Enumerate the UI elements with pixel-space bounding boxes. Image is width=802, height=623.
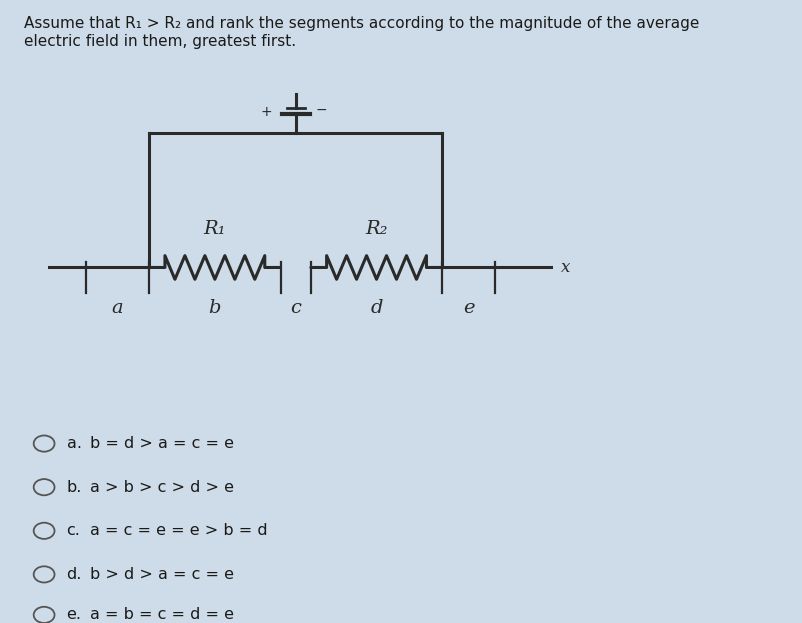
Text: c.: c. <box>67 523 80 538</box>
Text: b.: b. <box>67 480 82 495</box>
Text: a = c = e = e > b = d: a = c = e = e > b = d <box>90 523 267 538</box>
Text: Assume that R₁ > R₂ and rank the segments according to the magnitude of the aver: Assume that R₁ > R₂ and rank the segment… <box>24 16 699 31</box>
Text: e.: e. <box>67 607 82 622</box>
Text: b = d > a = c = e: b = d > a = c = e <box>90 436 234 451</box>
Text: b > d > a = c = e: b > d > a = c = e <box>90 567 234 582</box>
Text: d.: d. <box>67 567 82 582</box>
Text: a > b > c > d > e: a > b > c > d > e <box>90 480 234 495</box>
Text: R₁: R₁ <box>204 220 226 238</box>
Text: c: c <box>290 299 301 317</box>
Text: d: d <box>371 299 383 317</box>
Text: e: e <box>463 299 475 317</box>
Text: electric field in them, greatest first.: electric field in them, greatest first. <box>24 34 296 49</box>
Text: a.: a. <box>67 436 82 451</box>
Text: −: − <box>316 102 327 117</box>
Text: a = b = c = d = e: a = b = c = d = e <box>90 607 234 622</box>
Text: x: x <box>561 259 570 276</box>
Text: b: b <box>209 299 221 317</box>
Text: a: a <box>111 299 124 317</box>
Text: R₂: R₂ <box>365 220 388 238</box>
Text: +: + <box>261 105 273 119</box>
